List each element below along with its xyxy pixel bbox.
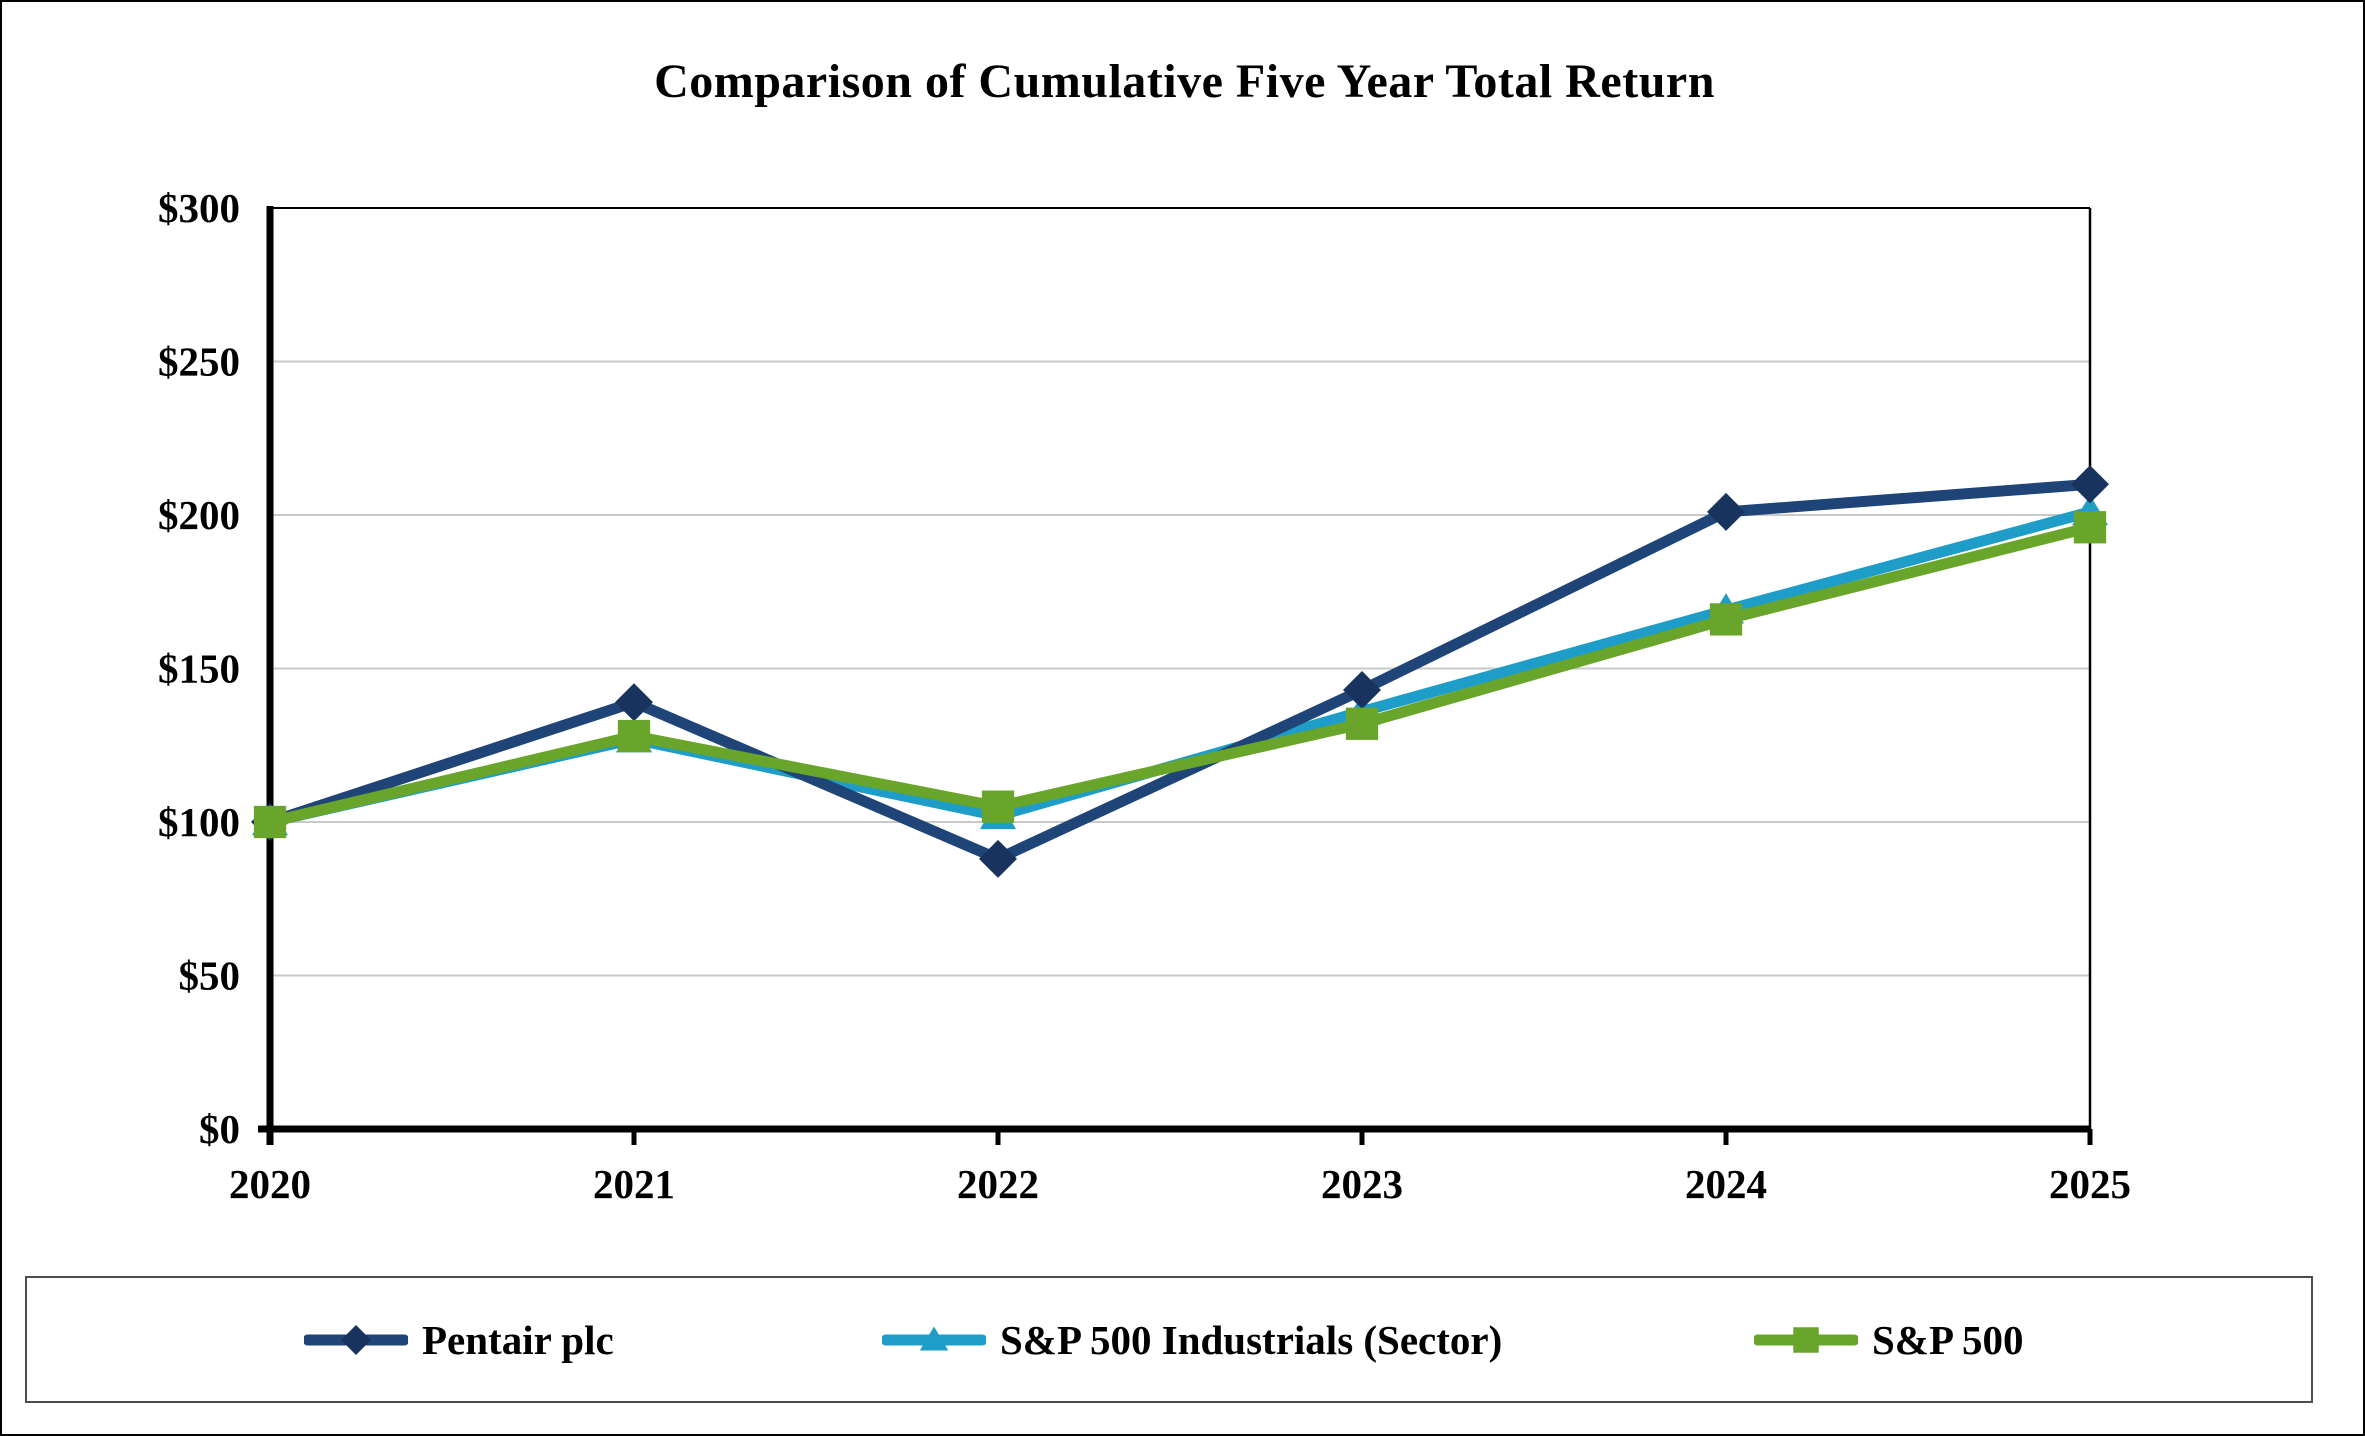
x-axis-label: 2025	[2049, 1161, 2131, 1207]
series-s-p-500-industrials-sector-	[251, 494, 2109, 836]
series-s-p-500	[253, 511, 2107, 839]
data-point-marker-diamond	[1707, 492, 1745, 531]
data-point-marker-diamond	[1343, 670, 1381, 709]
y-axis-label: $150	[158, 646, 240, 692]
data-point-marker-square	[981, 790, 1015, 823]
sp500-industrials-line-swatch	[882, 1326, 986, 1350]
x-axis-label: 2024	[1685, 1161, 1767, 1207]
chart-title: Comparison of Cumulative Five Year Total…	[654, 55, 1715, 108]
x-axis-label: 2022	[957, 1161, 1039, 1207]
y-axis-label: $250	[158, 339, 240, 385]
x-axis-label: 2021	[593, 1161, 675, 1207]
legend-item-sp500-industrials: S&P 500 Industrials (Sector)	[882, 1314, 1502, 1366]
pentair-line-swatch	[304, 1324, 408, 1355]
legend-item-pentair: Pentair plc	[304, 1314, 614, 1366]
data-point-marker-square	[617, 719, 651, 753]
legend-label-sp500-industrials: S&P 500 Industrials (Sector)	[1000, 1316, 1503, 1363]
data-point-marker-diamond	[2071, 465, 2109, 504]
y-axis-label: $50	[179, 953, 241, 999]
data-point-marker-square	[1709, 603, 1743, 636]
series-line	[268, 521, 2092, 828]
x-axis-label: 2023	[1321, 1161, 1403, 1207]
y-axis-label: $0	[199, 1106, 240, 1152]
legend-item-sp500: S&P 500	[1754, 1314, 2024, 1366]
sp500-line-swatch	[1754, 1326, 1858, 1353]
data-point-marker-square	[253, 805, 287, 839]
series-line	[268, 478, 2091, 865]
legend-label-pentair: Pentair plc	[422, 1316, 614, 1363]
x-axis-label: 2020	[229, 1161, 311, 1207]
legend-label-sp500: S&P 500	[1872, 1316, 2024, 1363]
data-point-marker-diamond	[341, 1324, 371, 1355]
y-axis-label: $100	[158, 799, 240, 845]
data-point-marker-square	[2073, 511, 2107, 544]
data-point-marker-diamond	[615, 683, 653, 722]
series-pentair-plc	[251, 465, 2109, 878]
y-axis-label: $300	[158, 185, 240, 231]
data-point-marker-diamond	[979, 839, 1017, 878]
data-point-marker-square	[1793, 1326, 1819, 1353]
data-point-marker-square	[1345, 707, 1379, 740]
legend: Pentair plc S&P 500 Industrials (Sector)…	[25, 1276, 2313, 1403]
data-point-marker-triangle	[919, 1326, 949, 1350]
y-axis-label: $200	[158, 492, 240, 538]
